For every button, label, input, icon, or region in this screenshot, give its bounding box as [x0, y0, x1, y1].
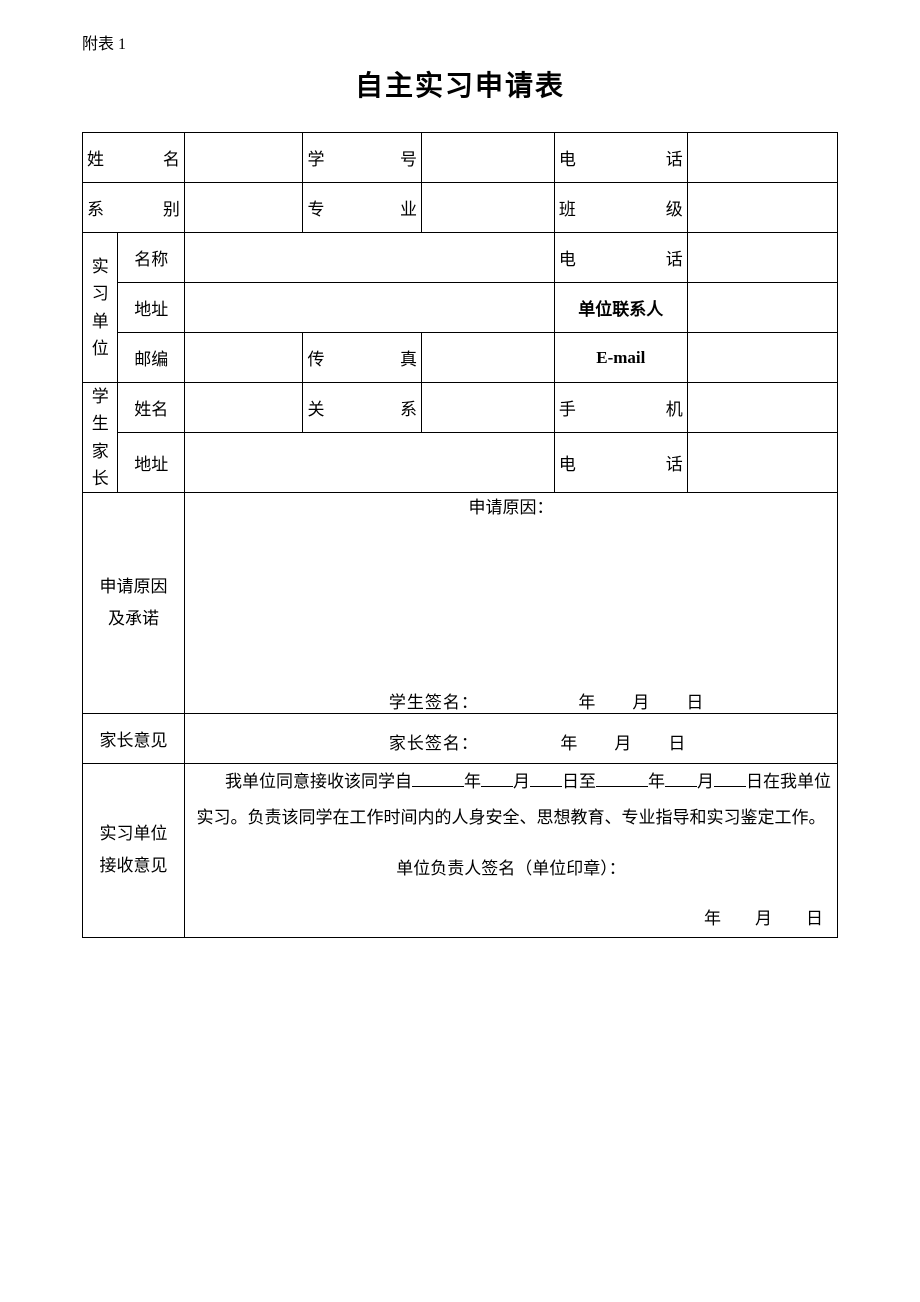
value-parent-address[interactable]	[184, 433, 554, 493]
label-department: 系 别	[83, 183, 185, 233]
table-row: 邮编 传 真 E-mail	[83, 333, 838, 383]
value-parent-name[interactable]	[184, 383, 303, 433]
value-unit-contact[interactable]	[687, 283, 837, 333]
label-phone: 电 话	[554, 133, 687, 183]
label-unit-phone: 电 话	[554, 233, 687, 283]
label-unit-name: 名称	[118, 233, 184, 283]
label-unit-contact: 单位联系人	[554, 283, 687, 333]
value-parent-phone[interactable]	[687, 433, 837, 493]
reason-label: 申请原因：	[189, 493, 833, 518]
value-unit-zip[interactable]	[184, 333, 303, 383]
label-parent-name: 姓名	[118, 383, 184, 433]
value-phone[interactable]	[687, 133, 837, 183]
label-name: 姓 名	[83, 133, 185, 183]
table-row: 姓 名 学 号 电 话	[83, 133, 838, 183]
unit-opinion-body[interactable]: 我单位同意接收该同学自年月日至年月日在我单位实习。负责该同学在工作时间内的人身安…	[184, 764, 837, 938]
label-mobile: 手 机	[554, 383, 687, 433]
value-class[interactable]	[687, 183, 837, 233]
annex-label: 附表 1	[82, 30, 838, 54]
application-form-table: 姓 名 学 号 电 话 系 别 专 业 班 级 实习单位 名称 电 话 地址 单…	[82, 132, 838, 938]
table-row: 地址 单位联系人	[83, 283, 838, 333]
value-department[interactable]	[184, 183, 303, 233]
label-unit-zip: 邮编	[118, 333, 184, 383]
value-mobile[interactable]	[687, 383, 837, 433]
value-student-id[interactable]	[421, 133, 554, 183]
value-major[interactable]	[421, 183, 554, 233]
label-student-id: 学 号	[303, 133, 422, 183]
table-row: 地址 电 话	[83, 433, 838, 493]
label-relation: 关 系	[303, 383, 422, 433]
label-email: E-mail	[554, 333, 687, 383]
label-parent-opinion: 家长意见	[83, 714, 185, 764]
parent-sign-line: 家长签名： 年 月 日	[189, 729, 833, 754]
table-row: 学生家长 姓名 关 系 手 机	[83, 383, 838, 433]
value-email[interactable]	[687, 333, 837, 383]
value-relation[interactable]	[421, 383, 554, 433]
label-parent-phone: 电 话	[554, 433, 687, 493]
value-unit-phone[interactable]	[687, 233, 837, 283]
page-title: 自主实习申请表	[82, 64, 838, 104]
label-unit-address: 地址	[118, 283, 184, 333]
reason-body[interactable]: 申请原因： 学生签名： 年 月 日	[184, 493, 837, 714]
label-parent-address: 地址	[118, 433, 184, 493]
label-reason: 申请原因及承诺	[83, 493, 185, 714]
table-row: 申请原因及承诺 申请原因： 学生签名： 年 月 日	[83, 493, 838, 714]
label-fax: 传 真	[303, 333, 422, 383]
table-row: 实习单位接收意见 我单位同意接收该同学自年月日至年月日在我单位实习。负责该同学在…	[83, 764, 838, 938]
value-fax[interactable]	[421, 333, 554, 383]
unit-statement: 我单位同意接收该同学自年月日至年月日在我单位实习。负责该同学在工作时间内的人身安…	[189, 764, 833, 835]
label-unit-opinion: 实习单位接收意见	[83, 764, 185, 938]
value-name[interactable]	[184, 133, 303, 183]
value-unit-name[interactable]	[184, 233, 554, 283]
table-row: 实习单位 名称 电 话	[83, 233, 838, 283]
table-row: 家长意见 家长签名： 年 月 日	[83, 714, 838, 764]
student-sign-line: 学生签名： 年 月 日	[189, 688, 833, 713]
unit-date-line: 年 月 日	[189, 901, 833, 937]
unit-sign-line: 单位负责人签名（单位印章）：	[189, 851, 833, 887]
label-class: 班 级	[554, 183, 687, 233]
label-unit-group: 实习单位	[83, 233, 118, 383]
value-unit-address[interactable]	[184, 283, 554, 333]
parent-opinion-body[interactable]: 家长签名： 年 月 日	[184, 714, 837, 764]
table-row: 系 别 专 业 班 级	[83, 183, 838, 233]
label-major: 专 业	[303, 183, 422, 233]
label-parent-group: 学生家长	[83, 383, 118, 493]
